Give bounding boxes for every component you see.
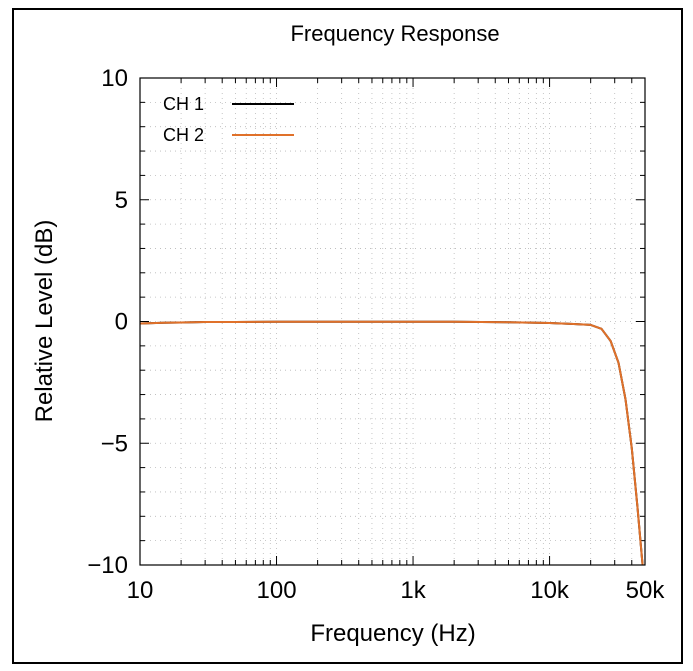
- y-tick-label: 10: [101, 65, 128, 92]
- y-tick-label: 5: [115, 187, 128, 214]
- grid: [140, 78, 645, 565]
- x-tick-label: 50k: [626, 577, 666, 604]
- series-lines: [139, 320, 644, 566]
- plot-area-border: [139, 77, 646, 566]
- legend: CH 1 CH 2: [163, 94, 294, 145]
- legend-label-ch2: CH 2: [163, 125, 204, 145]
- x-tick-label: 1k: [400, 577, 426, 604]
- y-axis-label: Relative Level (dB): [31, 220, 58, 423]
- x-axis-label: Frequency (Hz): [310, 620, 475, 647]
- axes: 10 100 1k 10k 50k −10 −5 0 5 10: [87, 65, 665, 604]
- y-tick-label: −10: [87, 552, 128, 579]
- x-tick-label: 10: [127, 577, 154, 604]
- series-line-ch2: [139, 320, 644, 566]
- legend-label-ch1: CH 1: [163, 94, 204, 114]
- y-tick-label: −5: [101, 430, 128, 457]
- x-tick-label: 100: [257, 577, 297, 604]
- chart-title: Frequency Response: [290, 21, 499, 46]
- x-tick-label: 10k: [530, 577, 570, 604]
- outer-border: [12, 8, 683, 664]
- y-tick-label: 0: [115, 309, 128, 336]
